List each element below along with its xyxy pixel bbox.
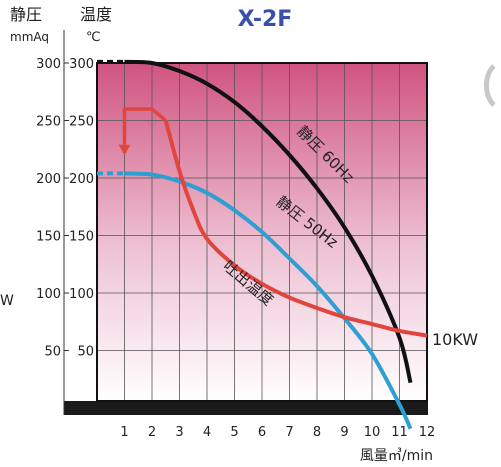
series-line	[163, 119, 428, 338]
y-tick-label-left: 300	[36, 57, 61, 72]
x-tick-label: 4	[203, 425, 211, 440]
x-tick-label: 2	[148, 425, 156, 440]
y-tick-label-left: 250	[36, 115, 61, 130]
x-tick-label: 6	[258, 425, 266, 440]
y-right-header: 温度	[80, 5, 112, 24]
x-tick-label: 3	[175, 425, 183, 440]
y-left-header: 静圧	[10, 5, 42, 24]
y-tick-label-left: 150	[36, 230, 61, 245]
y-right-unit: ℃	[86, 30, 101, 45]
chart-title: X-2F	[238, 7, 293, 32]
decorative-ring	[484, 64, 496, 107]
bottom-band	[64, 401, 428, 415]
series-annotation: 10KW	[432, 330, 478, 349]
x-tick-label: 11	[391, 425, 408, 440]
y-tick-label-left: 50	[44, 345, 61, 360]
series-line	[124, 171, 413, 430]
y-tick-label-left: 100	[36, 287, 61, 302]
plot-frame	[96, 62, 428, 402]
y-tick-label-right: 200	[69, 172, 94, 187]
y-tick-label-right: 250	[69, 115, 94, 130]
left-edge-label: W	[0, 293, 14, 309]
x-tick-label: 10	[364, 425, 381, 440]
y-tick-label-right: 100	[69, 287, 94, 302]
y-tick-label-right: 150	[69, 230, 94, 245]
x-tick-label: 7	[285, 425, 293, 440]
series-line	[124, 59, 413, 384]
x-tick-label: 8	[313, 425, 321, 440]
x-axis-label: 風量㎥/min	[360, 448, 433, 464]
y-tick-label-left: 200	[36, 172, 61, 187]
x-tick-label: 5	[230, 425, 238, 440]
x-tick-label: 1	[120, 425, 128, 440]
temperature-peak-bracket	[122, 107, 167, 153]
x-tick-label: 9	[340, 425, 348, 440]
arrow-down-icon	[118, 144, 131, 155]
y-tick-label-right: 300	[69, 57, 94, 72]
y-tick-label-right: 50	[77, 345, 94, 360]
y-left-unit: mmAq	[10, 30, 49, 44]
grid	[97, 63, 427, 401]
x-tick-label: 12	[419, 425, 436, 440]
